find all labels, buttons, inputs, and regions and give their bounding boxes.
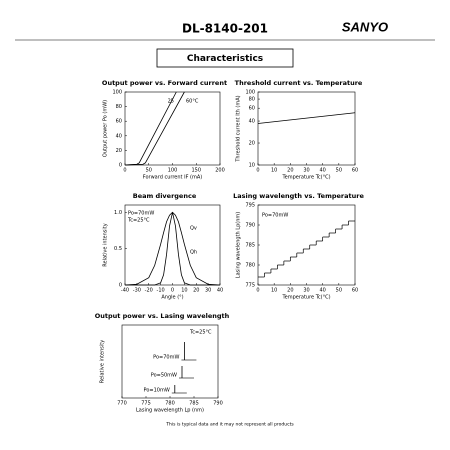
x-axis-label: Temperature Tc(°C)	[281, 175, 330, 181]
y-tick-label: 0.5	[114, 246, 122, 252]
annotation: Tc=25°C	[127, 218, 150, 224]
x-tick-label: 50	[336, 288, 342, 294]
x-tick-label: 100	[168, 168, 178, 174]
x-tick-label: 200	[215, 168, 225, 174]
series-label: Po=50mW	[151, 373, 177, 379]
y-axis-label: Threshold current Ith (mA)	[236, 95, 242, 162]
x-tick-label: 780	[165, 401, 175, 407]
x-tick-label: 775	[141, 401, 151, 407]
y-tick-label: 785	[245, 243, 255, 249]
y-tick-label: 40	[116, 133, 122, 139]
x-tick-label: 50	[336, 168, 342, 174]
y-tick-label: 60	[249, 106, 255, 112]
x-tick-label: 10	[271, 288, 277, 294]
x-tick-label: -40	[121, 288, 129, 294]
y-tick-label: 0	[119, 283, 122, 289]
y-tick-label: 100	[112, 90, 122, 96]
y-tick-label: 20	[249, 141, 255, 147]
data-line	[125, 212, 220, 286]
x-tick-label: 770	[117, 401, 127, 407]
x-tick-label: 150	[191, 168, 201, 174]
x-tick-label: 40	[319, 168, 325, 174]
annotation: Po=70mW	[262, 213, 288, 219]
x-tick-label: 20	[287, 168, 293, 174]
x-tick-label: 10	[271, 168, 277, 174]
annotation: Tc=25°C	[189, 330, 212, 336]
y-axis-label: Lasing wavelength Lp(nm)	[236, 212, 242, 278]
x-tick-label: 40	[217, 288, 223, 294]
y-tick-label: 1.0	[114, 210, 122, 216]
chart-title: Output power vs. Forward current	[102, 79, 227, 87]
x-tick-label: 60	[352, 168, 358, 174]
section-box	[156, 48, 294, 68]
x-tick-label: -10	[157, 288, 165, 294]
chart-title: Threshold current vs. Temperature	[235, 79, 363, 87]
footer-note: This is typical data and it may not repr…	[165, 422, 294, 428]
chart-title: Beam divergence	[133, 192, 197, 200]
series-label: 60°C	[186, 99, 199, 105]
x-tick-label: -30	[133, 288, 141, 294]
x-tick-label: 0	[256, 168, 259, 174]
y-tick-label: 80	[116, 104, 122, 110]
x-tick-label: 30	[303, 168, 309, 174]
x-tick-label: 0	[171, 288, 174, 294]
x-axis-label: Temperature Tc(°C)	[281, 295, 330, 301]
chart-title: Output power vs. Lasing wavelength	[95, 312, 230, 320]
model-number: DL-8140-201	[182, 22, 268, 36]
y-tick-label: 10	[249, 163, 255, 169]
section-title: Characteristics	[187, 54, 263, 64]
series-label: Po=10mW	[144, 388, 170, 394]
x-tick-label: 30	[303, 288, 309, 294]
series-label: Po=70mW	[153, 355, 179, 361]
x-tick-label: 0	[256, 288, 259, 294]
y-tick-label: 0	[119, 163, 122, 169]
x-tick-label: 20	[193, 288, 199, 294]
x-tick-label: 50	[146, 168, 152, 174]
y-tick-label: 40	[249, 119, 255, 125]
x-tick-label: 40	[319, 288, 325, 294]
x-tick-label: 790	[213, 401, 223, 407]
x-tick-label: -20	[145, 288, 153, 294]
series-label: Qh	[190, 250, 197, 256]
x-tick-label: 20	[287, 288, 293, 294]
data-line	[124, 91, 185, 166]
x-axis-label: Lasing wavelength Lp (nm)	[136, 408, 204, 414]
y-tick-label: 775	[245, 283, 255, 289]
series-label: Qv	[190, 226, 197, 232]
chart-title: Lasing wavelength vs. Temperature	[233, 192, 364, 200]
y-tick-label: 80	[249, 97, 255, 103]
x-tick-label: 30	[205, 288, 211, 294]
series-label: 25	[168, 99, 174, 105]
y-axis-label: Output power Po (mW)	[103, 100, 109, 157]
y-tick-label: 60	[116, 119, 122, 125]
y-tick-label: 20	[116, 148, 122, 154]
y-axis-label: Relative intensity	[103, 223, 109, 266]
annotation: Po=70mW	[128, 211, 154, 217]
data-line	[257, 112, 356, 124]
x-tick-label: 10	[181, 288, 187, 294]
y-axis-label: Relative intensity	[100, 340, 106, 383]
y-tick-label: 100	[245, 90, 255, 96]
y-tick-label: 790	[245, 223, 255, 229]
brand-logo: SANYO	[342, 19, 388, 34]
x-tick-label: 60	[352, 288, 358, 294]
x-axis-label: Angle (°)	[161, 295, 183, 301]
x-tick-label: 785	[189, 401, 199, 407]
y-tick-label: 780	[245, 263, 255, 269]
x-tick-label: 0	[123, 168, 126, 174]
y-tick-label: 795	[245, 203, 255, 209]
x-axis-label: Forward current IF (mA)	[143, 175, 203, 181]
